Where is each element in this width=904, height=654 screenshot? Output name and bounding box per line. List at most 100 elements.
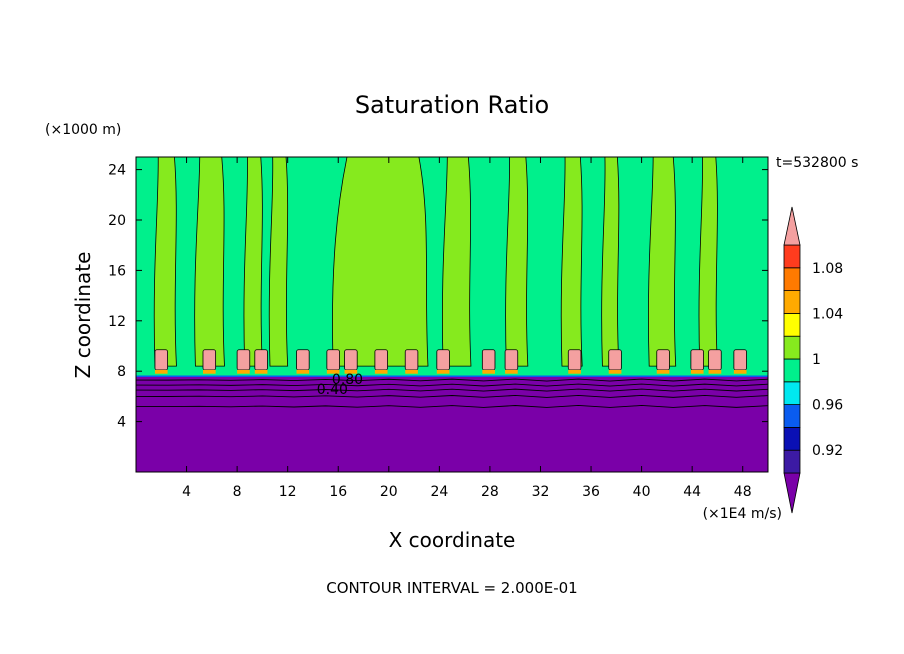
cloud-top-region — [504, 349, 519, 371]
plume-region — [153, 157, 177, 367]
contour-line — [136, 388, 768, 392]
contour-label: 0.80 — [332, 372, 363, 388]
cloud-top-region — [254, 349, 268, 371]
x-tick-label: 12 — [279, 484, 297, 500]
cloud-base-region — [296, 369, 310, 374]
colorbar-box — [783, 426, 801, 451]
y-tick-label: 8 — [117, 364, 126, 380]
colorbar-label: 0.96 — [812, 398, 843, 414]
plume-region — [268, 157, 289, 367]
colorbar-box — [783, 290, 801, 314]
colorbar-box — [783, 244, 801, 269]
cloud-base-region — [237, 369, 250, 374]
cloud-top-region — [404, 349, 419, 371]
cloud-top-region — [154, 349, 169, 371]
cloud-top-region — [296, 349, 310, 371]
cloud-base-region — [608, 369, 622, 374]
time-label: t=532800 s — [776, 155, 858, 171]
x-tick-label: 36 — [582, 484, 600, 500]
cloud-base-region — [656, 369, 670, 374]
cloud-base-region — [154, 369, 168, 374]
cloud-base-region — [326, 369, 340, 374]
cloud-base-region — [436, 369, 450, 374]
x-tick-label: 24 — [430, 484, 448, 500]
plot-frame — [135, 156, 769, 473]
plume-region — [332, 157, 429, 367]
plume-region — [698, 157, 718, 367]
y-tick-label: 24 — [108, 163, 126, 179]
x-tick-label: 28 — [481, 484, 499, 500]
plume-region — [648, 157, 677, 367]
cloud-base-region — [202, 369, 216, 374]
x-unit-label: (×1E4 m/s) — [703, 506, 782, 522]
cloud-top-region — [436, 349, 450, 371]
colorbar-box — [783, 358, 801, 383]
chart-title: Saturation Ratio — [355, 91, 549, 119]
cloud-top-region — [236, 349, 251, 371]
lower-layer-fill — [136, 376, 768, 472]
cloud-base-region — [708, 369, 722, 374]
x-tick-label: 8 — [233, 484, 242, 500]
cloud-base-region — [733, 369, 747, 374]
cloud-top-region — [567, 349, 582, 371]
y-tick-label: 12 — [108, 314, 126, 330]
contour-interval-label: CONTOUR INTERVAL = 2.000E-01 — [326, 579, 577, 597]
cloud-top-region — [481, 349, 496, 371]
cloud-base-region — [254, 369, 268, 374]
plume-region — [601, 157, 620, 367]
colorbar-label: 0.92 — [812, 443, 843, 459]
cloud-top-region — [344, 349, 358, 371]
x-tick-label: 16 — [329, 484, 347, 500]
contour-line — [136, 405, 768, 408]
colorbar: 1.08 1.04 1 0.96 0.92 — [783, 206, 843, 514]
contour-line — [136, 378, 768, 382]
y-tick-label: 16 — [108, 263, 126, 279]
x-axis-title: X coordinate — [389, 528, 516, 552]
plume-region — [243, 157, 263, 367]
x-tick-label: 44 — [683, 484, 701, 500]
x-tick-label: 4 — [182, 484, 191, 500]
cloud-top-region — [656, 349, 670, 371]
cloud-top-region — [202, 349, 217, 371]
cloud-top-region — [733, 349, 747, 371]
field-layer — [136, 157, 768, 472]
x-tick-label: 20 — [380, 484, 398, 500]
colorbar-box — [783, 404, 801, 428]
colorbar-label: 1.04 — [812, 306, 843, 322]
cloud-base-region — [690, 369, 704, 374]
colorbar-label: 1.08 — [812, 261, 843, 277]
cloud-base-region — [505, 369, 518, 374]
cloud-base-region — [568, 369, 581, 374]
cloud-top-region — [690, 349, 704, 371]
contour-line — [136, 383, 768, 387]
colorbar-box — [783, 449, 801, 474]
colorbar-box — [783, 312, 801, 337]
cloud-base-region — [482, 369, 495, 374]
cloud-top-region — [608, 349, 622, 371]
contour-label: 0.40 — [317, 382, 348, 398]
y-tick-label: 4 — [117, 415, 126, 431]
y-tick-label: 20 — [108, 213, 126, 229]
cloud-top-region — [374, 349, 388, 371]
x-tick-label: 40 — [633, 484, 651, 500]
cloud-base-region — [374, 369, 388, 374]
plume-region — [560, 157, 583, 367]
y-unit-label: (×1000 m) — [45, 122, 121, 138]
y-axis-title: Z coordinate — [71, 252, 95, 379]
colorbar-box — [783, 267, 801, 291]
colorbar-box — [783, 381, 801, 405]
cloud-base-region — [405, 369, 418, 374]
plume-region — [194, 157, 225, 367]
x-tick-label: 48 — [734, 484, 752, 500]
colorbar-arrow-high — [783, 206, 801, 246]
cloud-top-region — [708, 349, 722, 371]
plume-region — [442, 157, 472, 367]
cloud-base-region — [344, 369, 358, 374]
x-tick-label: 32 — [532, 484, 550, 500]
colorbar-label: 1 — [812, 352, 821, 368]
colorbar-arrow-low — [783, 472, 801, 514]
plume-region — [505, 157, 529, 367]
cloud-top-region — [326, 349, 340, 371]
